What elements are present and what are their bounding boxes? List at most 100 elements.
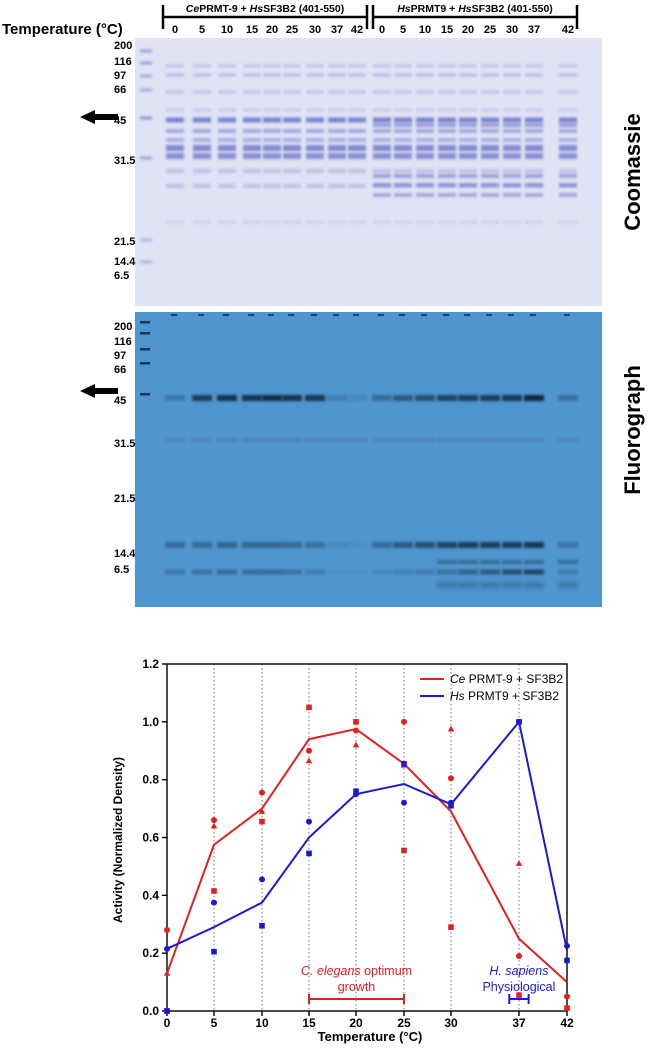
gel-band <box>503 64 521 68</box>
marker-label: 116 <box>114 56 132 68</box>
gel-band <box>218 220 236 224</box>
gel-band <box>263 129 281 133</box>
gel-band <box>193 73 211 77</box>
gel-band <box>525 220 543 224</box>
marker-label: 14.4 <box>114 548 136 560</box>
band-6kda <box>502 569 522 575</box>
gel-band <box>328 220 346 224</box>
gel-band <box>283 129 301 133</box>
band-14kda <box>502 542 522 548</box>
well-mark <box>268 314 274 316</box>
gel-band <box>166 145 184 151</box>
gel-band <box>243 117 261 123</box>
gel-band <box>416 220 434 224</box>
gel-band <box>218 129 236 133</box>
band-faint <box>192 438 212 442</box>
marker-band <box>140 238 152 242</box>
point-circle <box>164 945 170 952</box>
marker-label: 31.5 <box>114 155 135 167</box>
gel-band <box>559 169 577 173</box>
point-square <box>516 992 522 998</box>
band-6kda <box>242 569 262 575</box>
point-square <box>401 847 407 854</box>
gel-band <box>416 73 434 77</box>
label-part: Ce <box>450 672 466 686</box>
gel-band <box>559 64 577 68</box>
band-14kda <box>393 542 413 548</box>
gel-band <box>243 90 261 94</box>
label-part: Hs <box>458 3 472 15</box>
band-6kda <box>558 569 578 575</box>
gel-band <box>243 153 261 159</box>
label-part: PRMT-9 + SF3B2 <box>465 672 563 686</box>
y-tick-label: 0.0 <box>142 1004 159 1018</box>
chart-annotations: C. elegans optimum growth H. sapiens Physio… <box>301 964 555 1004</box>
band-faint <box>242 438 262 442</box>
gel-band <box>166 220 184 224</box>
band-smear <box>480 582 500 588</box>
gel-band <box>525 174 543 178</box>
point-triangle <box>305 757 313 764</box>
band-14kda <box>217 542 237 548</box>
gel-band <box>243 138 261 142</box>
lane-label: 20 <box>462 24 474 36</box>
gel-band <box>373 117 391 123</box>
gel-band <box>459 183 477 187</box>
marker-band <box>140 156 152 160</box>
y-tick-label: 0.4 <box>142 888 159 902</box>
gel-band <box>459 129 477 133</box>
gel-band <box>394 73 412 77</box>
gel-band <box>481 138 499 142</box>
lane-label: 20 <box>266 24 278 36</box>
gel-band <box>416 145 434 151</box>
gel-band <box>394 90 412 94</box>
point-square <box>448 924 454 930</box>
gel-band <box>348 169 366 173</box>
gel-band <box>328 73 346 77</box>
gel-band <box>263 220 281 224</box>
chart-axes <box>166 663 568 1012</box>
point-circle <box>516 718 522 725</box>
gel-band <box>193 108 211 112</box>
well-mark <box>508 314 514 316</box>
gel-band <box>306 90 324 94</box>
gel-band <box>559 183 577 187</box>
band-14kda <box>192 542 212 548</box>
marker-label: 66 <box>114 364 126 376</box>
marker-band <box>140 393 150 396</box>
band-14kda <box>262 542 282 548</box>
gel-band <box>373 145 391 151</box>
band-45kda <box>192 395 212 401</box>
fluorograph-bands <box>140 314 578 588</box>
gel-band <box>481 73 499 77</box>
band-45kda <box>327 395 347 401</box>
point-circle <box>211 817 217 824</box>
marker-label: 6.5 <box>114 564 129 576</box>
band-6kda <box>217 569 237 575</box>
band-faint <box>393 438 413 442</box>
gel-band <box>525 145 543 151</box>
gel-band <box>394 123 412 127</box>
band-doublet <box>524 560 544 564</box>
gel-band <box>559 174 577 178</box>
band-faint <box>458 438 478 442</box>
gel-band <box>348 145 366 151</box>
gel-band <box>459 64 477 68</box>
marker-label: 31.5 <box>114 438 135 450</box>
point-square <box>211 948 217 955</box>
point-circle <box>564 993 570 1000</box>
fluorograph-gel <box>135 312 602 607</box>
band-14kda <box>437 542 457 548</box>
group1-bracket <box>161 5 369 29</box>
gel-band <box>283 145 301 151</box>
gel-band <box>525 129 543 133</box>
gel-band <box>559 90 577 94</box>
gel-band <box>193 64 211 68</box>
band-6kda <box>524 569 544 575</box>
gel-band <box>283 108 301 112</box>
band-faint <box>305 438 325 442</box>
gel-band <box>459 220 477 224</box>
gel-band <box>283 90 301 94</box>
gel-band <box>348 220 366 224</box>
